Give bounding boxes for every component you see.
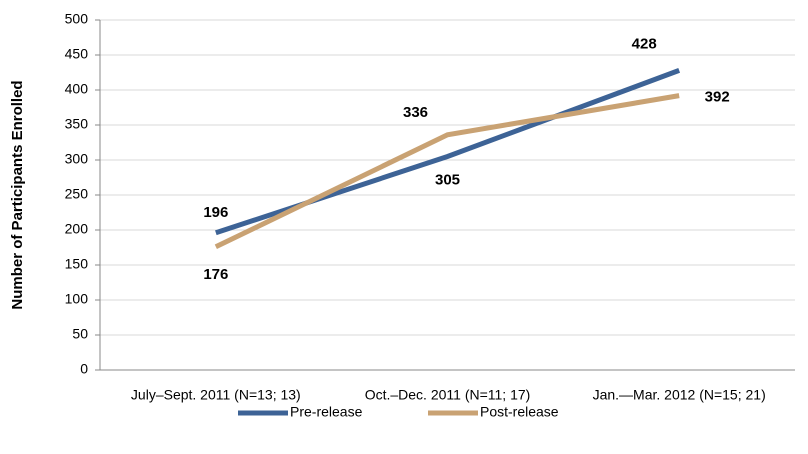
y-tick-label: 50 [72, 326, 88, 342]
series-line [214, 93, 680, 250]
legend-label: Post-release [480, 404, 559, 420]
x-tick-label: July–Sept. 2011 (N=13; 13) [131, 387, 301, 403]
y-tick-label: 150 [65, 256, 89, 272]
y-tick-label: 0 [80, 361, 88, 377]
data-label: 176 [203, 266, 228, 283]
series-line [215, 68, 681, 236]
y-tick-label: 250 [65, 186, 89, 202]
y-tick-label: 450 [65, 46, 89, 62]
y-tick-label: 350 [65, 116, 89, 132]
y-tick-label: 200 [65, 221, 89, 237]
y-tick-label: 300 [65, 151, 89, 167]
x-tick-label: Jan.—Mar. 2012 (N=15; 21) [593, 387, 766, 403]
y-tick-label: 500 [65, 11, 89, 27]
y-axis-title: Number of Participants Enrolled [9, 80, 26, 309]
data-label: 305 [435, 171, 460, 188]
y-tick-label: 400 [65, 81, 89, 97]
data-label: 336 [403, 104, 428, 121]
data-label: 428 [632, 35, 657, 52]
y-tick-label: 100 [65, 291, 89, 307]
data-label: 392 [705, 89, 730, 106]
data-label: 196 [203, 204, 228, 221]
x-tick-label: Oct.–Dec. 2011 (N=11; 17) [365, 387, 531, 403]
legend-label: Pre-release [290, 404, 363, 420]
